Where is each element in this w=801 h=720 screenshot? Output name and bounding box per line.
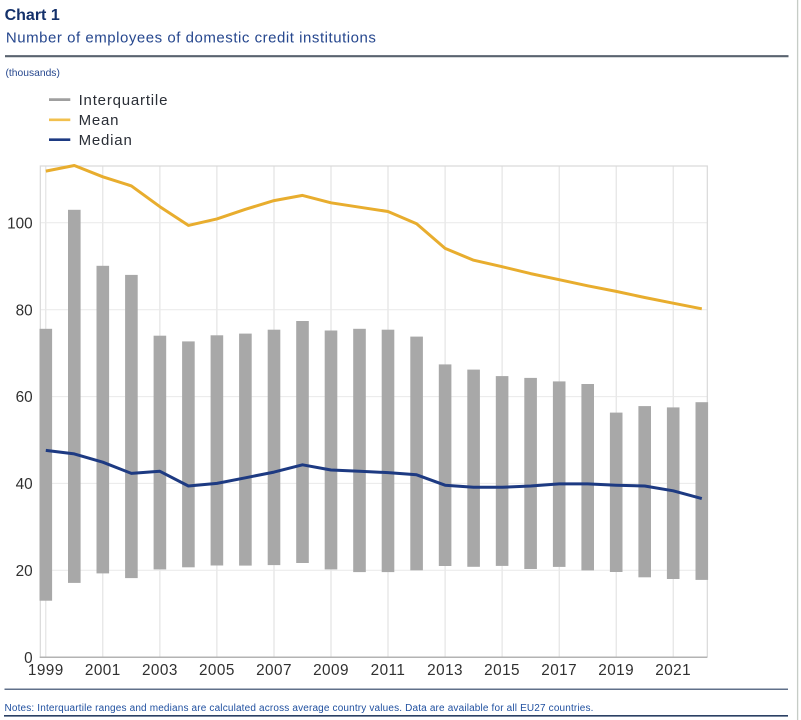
svg-text:Notes: Interquartile ranges an: Notes: Interquartile ranges and medians … (5, 703, 594, 714)
svg-text:40: 40 (16, 476, 33, 493)
svg-text:2009: 2009 (313, 662, 349, 679)
svg-text:2001: 2001 (85, 662, 121, 679)
svg-text:80: 80 (16, 302, 33, 319)
svg-text:2019: 2019 (598, 662, 634, 679)
svg-text:2003: 2003 (142, 662, 178, 679)
svg-text:2021: 2021 (655, 662, 691, 679)
svg-text:Interquartile: Interquartile (79, 92, 169, 109)
svg-text:2005: 2005 (199, 662, 235, 679)
svg-text:(thousands): (thousands) (6, 68, 60, 79)
svg-text:2011: 2011 (371, 662, 406, 679)
svg-text:Median: Median (79, 132, 133, 149)
svg-text:60: 60 (16, 389, 33, 406)
svg-text:1999: 1999 (28, 662, 64, 679)
svg-text:2015: 2015 (484, 662, 520, 679)
svg-text:0: 0 (24, 650, 33, 667)
svg-text:Chart 1: Chart 1 (5, 7, 60, 24)
svg-text:Number of employees of domesti: Number of employees of domestic credit i… (6, 30, 377, 47)
svg-text:2017: 2017 (541, 662, 577, 679)
svg-text:2013: 2013 (427, 662, 463, 679)
svg-text:2007: 2007 (256, 662, 292, 679)
svg-text:100: 100 (7, 215, 33, 232)
svg-text:Mean: Mean (79, 112, 120, 129)
svg-text:20: 20 (16, 563, 33, 580)
